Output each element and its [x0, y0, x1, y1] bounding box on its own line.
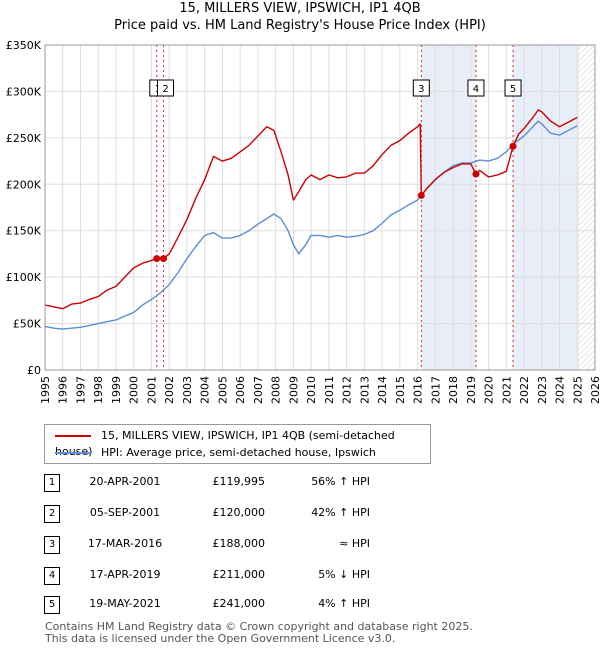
- transaction-price: £188,000: [212, 537, 266, 550]
- transaction-number: 4: [44, 567, 60, 585]
- transaction-date: 20-APR-2001: [89, 475, 161, 488]
- y-tick-label: £200K: [6, 178, 42, 191]
- transaction-date: 19-MAY-2021: [89, 597, 161, 610]
- sale-label-box-4: [467, 79, 485, 97]
- x-tick-label: 2011: [323, 376, 336, 404]
- x-tick-label: 2019: [465, 376, 478, 404]
- y-tick-label: £150K: [6, 225, 42, 238]
- x-tick-label: 2000: [128, 376, 141, 404]
- y-tick-label: £0: [27, 364, 41, 377]
- y-tick-label: £350K: [6, 39, 42, 52]
- table-row: 4 17-APR-2019 £211,000 5% ↓ HPI: [0, 567, 600, 587]
- x-tick-label: 2021: [500, 376, 513, 404]
- shaded-range-2: [513, 45, 580, 370]
- x-tick-label: 2002: [163, 376, 176, 404]
- x-tick-label: 2012: [341, 376, 354, 404]
- plot-frame: [44, 44, 596, 371]
- x-tick-label: 2003: [181, 376, 194, 404]
- transaction-price: £241,000: [212, 597, 266, 610]
- x-tick-label: 2024: [554, 376, 567, 404]
- x-tick-label: 1997: [74, 376, 87, 404]
- x-tick-label: 2025: [571, 376, 584, 404]
- x-tick-label: 2006: [234, 376, 247, 404]
- sale-point-5: [509, 142, 517, 150]
- chart-legend: 15, MILLERS VIEW, IPSWICH, IP1 4QB (semi…: [44, 424, 431, 464]
- x-tick-label: 2001: [145, 376, 158, 404]
- x-tick-label: 2008: [270, 376, 283, 404]
- table-row: 1 20-APR-2001 £119,995 56% ↑ HPI: [0, 474, 600, 494]
- transaction-hpi-relation: 5% ↓ HPI: [318, 568, 370, 581]
- legend-hpi-swatch: [55, 452, 91, 454]
- transaction-hpi-relation: 56% ↑ HPI: [311, 475, 370, 488]
- table-row: 2 05-SEP-2001 £120,000 42% ↑ HPI: [0, 505, 600, 525]
- table-row: 3 17-MAR-2016 £188,000 ≈ HPI: [0, 536, 600, 556]
- transaction-price: £120,000: [212, 506, 266, 519]
- sale-label-box-2: [157, 79, 175, 97]
- x-tick-label: 2017: [429, 376, 442, 404]
- x-tick-label: 1999: [110, 376, 123, 404]
- x-tick-label: 2007: [252, 376, 265, 404]
- shaded-range-1: [421, 45, 476, 370]
- transaction-number: 1: [44, 474, 60, 492]
- sale-label-2: 2: [162, 84, 168, 95]
- x-tick-label: 1998: [92, 376, 105, 404]
- chart-title-subtitle: Price paid vs. HM Land Registry's House …: [114, 18, 486, 33]
- x-tick-label: 2026: [589, 376, 600, 404]
- x-tick-label: 2014: [376, 376, 389, 404]
- x-tick-label: 2020: [483, 376, 496, 404]
- legend-hpi-label: HPI: Average price, semi-detached house,…: [101, 446, 376, 459]
- transaction-number: 3: [44, 536, 60, 554]
- transaction-price: £211,000: [212, 568, 266, 581]
- transaction-date: 17-APR-2019: [89, 568, 161, 581]
- y-tick-label: £100K: [6, 271, 42, 284]
- sale-label-5: 5: [510, 84, 516, 95]
- y-tick-label: £50K: [13, 318, 42, 331]
- future-hatch-region: [579, 45, 595, 370]
- x-tick-label: 2013: [358, 376, 371, 404]
- x-tick-label: 2005: [216, 376, 229, 404]
- x-tick-label: 2009: [287, 376, 300, 404]
- property-price-line: [44, 109, 578, 310]
- hpi-line: [44, 120, 578, 330]
- sale-label-3: 3: [418, 84, 424, 95]
- transaction-hpi-relation: 4% ↑ HPI: [318, 597, 370, 610]
- transaction-price: £119,995: [212, 475, 266, 488]
- price-chart: 12345 £0£50K£100K£150K£200K£250K£300K£35…: [6, 39, 600, 404]
- x-tick-label: 2023: [536, 376, 549, 404]
- transaction-hpi-relation: 42% ↑ HPI: [311, 506, 370, 519]
- x-tick-label: 2010: [305, 376, 318, 404]
- footer-copyright: Contains HM Land Registry data © Crown c…: [45, 620, 473, 633]
- legend-property-swatch: [55, 435, 91, 437]
- transaction-number: 5: [44, 596, 60, 614]
- sale-label-4: 4: [473, 84, 479, 95]
- y-tick-label: £250K: [6, 132, 42, 145]
- transaction-date: 05-SEP-2001: [89, 506, 161, 519]
- legend-property-label: 15, MILLERS VIEW, IPSWICH, IP1 4QB (semi…: [55, 429, 395, 458]
- x-tick-label: 1995: [39, 376, 52, 404]
- sale-label-box-5: [504, 79, 522, 97]
- sale-point-4: [472, 170, 480, 178]
- transaction-date: 17-MAR-2016: [87, 537, 163, 550]
- transaction-number: 2: [44, 505, 60, 523]
- sale-point-1: [153, 255, 161, 263]
- footer-licence: This data is licensed under the Open Gov…: [45, 632, 396, 645]
- x-tick-label: 2004: [199, 376, 212, 404]
- x-tick-label: 2015: [394, 376, 407, 404]
- sale-point-2: [160, 255, 168, 263]
- sale-point-3: [417, 191, 425, 199]
- transaction-hpi-relation: ≈ HPI: [339, 537, 370, 550]
- x-tick-label: 2016: [412, 376, 425, 404]
- table-row: 5 19-MAY-2021 £241,000 4% ↑ HPI: [0, 596, 600, 616]
- x-tick-label: 2022: [518, 376, 531, 404]
- chart-title-address: 15, MILLERS VIEW, IPSWICH, IP1 4QB: [179, 1, 421, 16]
- sale-label-box-3: [412, 79, 430, 97]
- x-tick-label: 2018: [447, 376, 460, 404]
- y-tick-label: £300K: [6, 85, 42, 98]
- x-tick-label: 1996: [57, 376, 70, 404]
